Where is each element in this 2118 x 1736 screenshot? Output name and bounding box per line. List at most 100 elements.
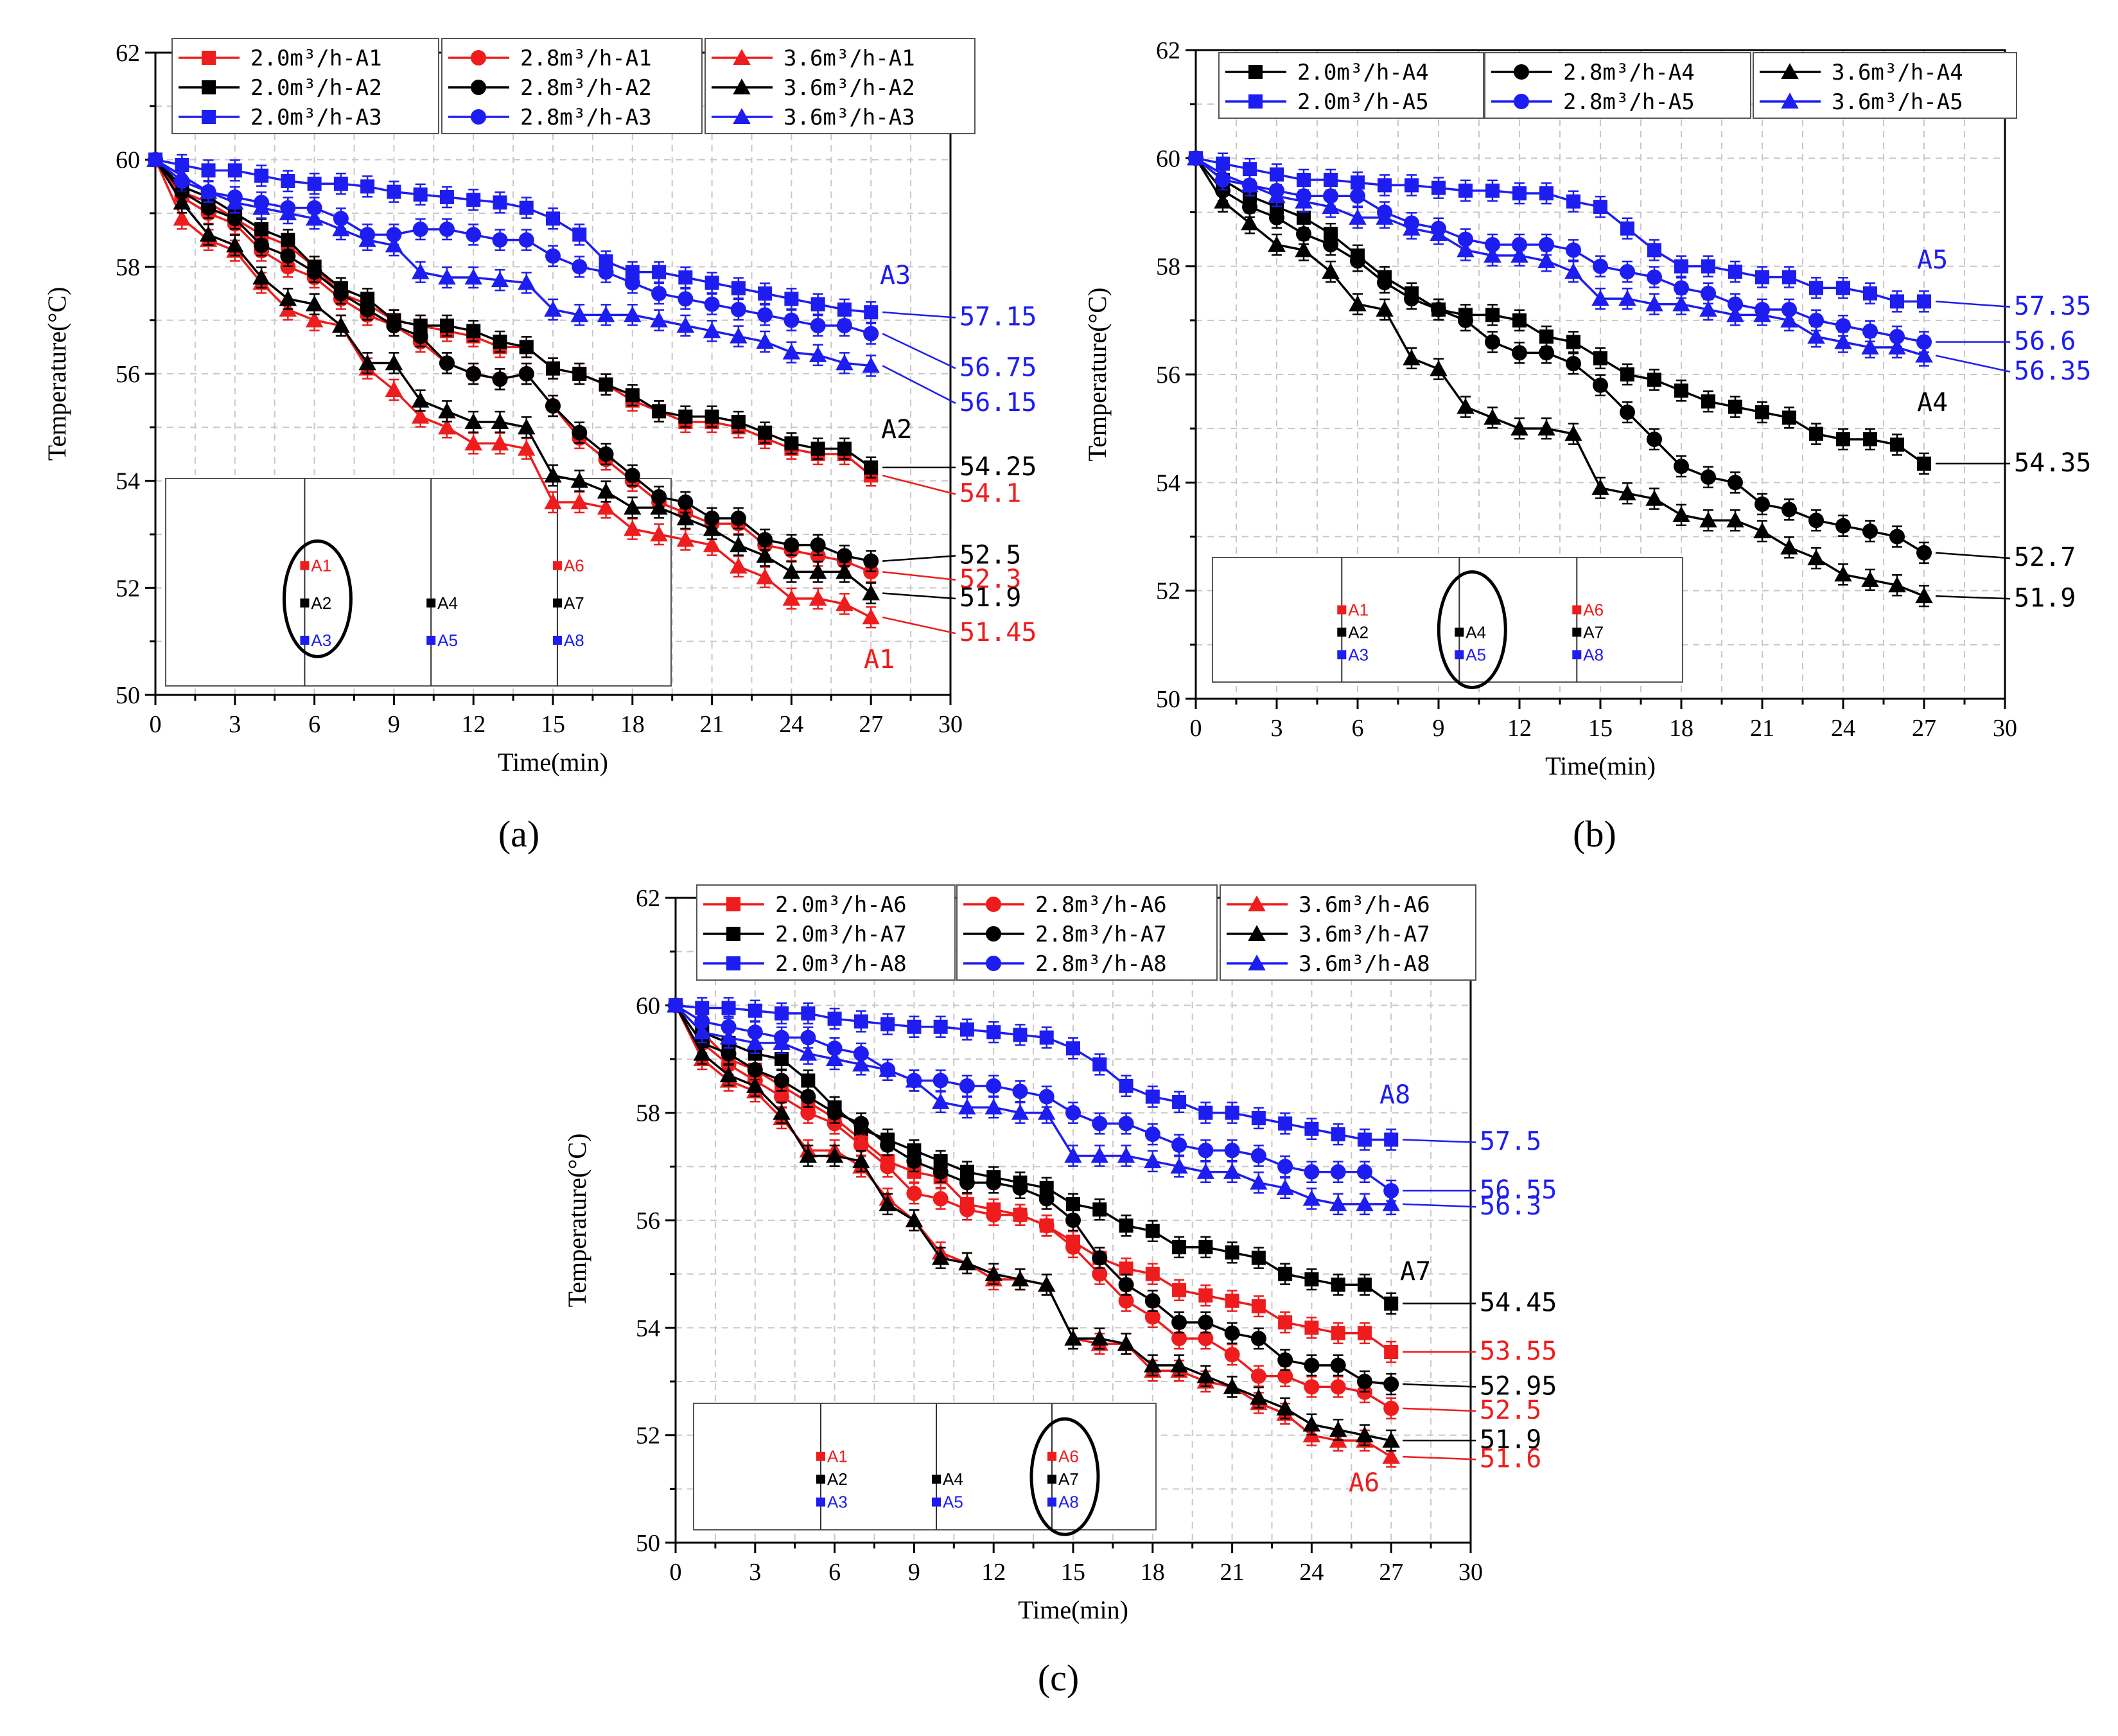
- data-point: [1674, 259, 1688, 274]
- inset-sensor-label: A3: [1348, 645, 1369, 664]
- data-point: [466, 324, 481, 338]
- inset-sensor-marker: [1572, 627, 1582, 637]
- data-point: [439, 190, 454, 204]
- legend-entry-label: 2.0m³/h-A8: [775, 951, 907, 977]
- data-point: [412, 222, 428, 237]
- data-point: [1349, 295, 1367, 311]
- data-point: [1889, 529, 1905, 545]
- data-point: [1278, 1116, 1293, 1131]
- data-point: [598, 264, 614, 280]
- y-tick-label: 50: [1156, 686, 1180, 713]
- data-point: [1728, 265, 1742, 279]
- y-tick-label: 58: [636, 1100, 660, 1127]
- data-point: [676, 530, 695, 547]
- x-tick-label: 24: [1831, 715, 1855, 742]
- data-point: [1780, 311, 1798, 328]
- legend-entry-label: 2.8m³/h-A7: [1035, 922, 1167, 947]
- data-point: [1011, 1270, 1029, 1287]
- end-value-leader: [882, 475, 956, 495]
- data-point: [719, 1066, 738, 1083]
- data-point: [756, 568, 774, 584]
- data-point: [1198, 1143, 1214, 1159]
- data-point: [879, 1195, 897, 1211]
- data-point: [1092, 1057, 1107, 1072]
- legend-marker: [733, 78, 751, 94]
- data-point: [1377, 274, 1392, 290]
- data-point: [1144, 1293, 1160, 1309]
- inset-sensor-label: A2: [1348, 622, 1369, 642]
- data-point: [703, 536, 721, 552]
- y-tick-label: 60: [1156, 145, 1180, 172]
- series-tag-label: A8: [1379, 1080, 1410, 1110]
- data-point: [905, 1211, 923, 1227]
- data-point: [1198, 1331, 1214, 1347]
- data-point: [650, 525, 668, 541]
- data-point: [1250, 1389, 1268, 1405]
- data-point: [906, 1153, 922, 1169]
- end-value-label: 52.3: [959, 565, 1021, 594]
- end-value-leader: [1935, 595, 2011, 600]
- y-tick-label: 54: [1156, 469, 1180, 496]
- data-point: [705, 276, 719, 290]
- data-point: [1250, 1331, 1266, 1347]
- data-point: [1888, 338, 1906, 355]
- data-point: [1092, 1266, 1108, 1282]
- data-point: [307, 177, 322, 191]
- data-point: [1119, 1078, 1133, 1093]
- end-value-leader: [1403, 1203, 1476, 1208]
- data-point: [1647, 269, 1662, 285]
- data-point: [1297, 173, 1311, 187]
- data-point: [493, 195, 507, 210]
- data-point: [758, 286, 773, 301]
- legend-marker: [471, 109, 486, 125]
- data-point: [958, 1098, 976, 1115]
- legend-entry-label: 2.0m³/h-A5: [1297, 89, 1429, 115]
- data-point: [200, 200, 216, 216]
- legend-box: 2.0m³/h-A6 2.0m³/h-A7 2.0m³/h-A8: [696, 884, 956, 981]
- data-point: [1674, 383, 1688, 398]
- data-point: [517, 274, 536, 290]
- data-point: [1382, 1195, 1400, 1211]
- data-point: [1701, 394, 1715, 409]
- data-point: [809, 346, 827, 362]
- data-point: [1915, 346, 1933, 363]
- data-point: [1591, 290, 1609, 306]
- data-point: [986, 1078, 1002, 1094]
- data-point: [880, 1017, 895, 1031]
- data-point: [518, 232, 534, 248]
- data-point: [1117, 1335, 1135, 1351]
- series-2.0m³/h-A8: [669, 997, 1399, 1151]
- inset-sensor-layout: A1 A2 A3 A4 A5 A6 A7 A8: [693, 1403, 1157, 1536]
- legend-marker: [202, 80, 216, 94]
- data-point: [173, 166, 191, 183]
- data-point: [252, 268, 270, 285]
- data-point: [1537, 419, 1555, 436]
- data-point: [809, 563, 827, 579]
- data-point: [519, 340, 534, 355]
- y-tick-label: 50: [116, 682, 140, 709]
- data-point: [570, 471, 589, 488]
- data-point: [254, 238, 270, 253]
- data-point: [827, 1105, 843, 1121]
- inset-sensor-label: A4: [437, 593, 458, 613]
- legend-entry-label: 2.0m³/h-A1: [250, 46, 382, 71]
- data-point: [880, 1159, 896, 1175]
- series-2.0m³/h-A2: [148, 152, 879, 479]
- data-point: [1835, 318, 1851, 334]
- inset-sensor-label: A8: [564, 631, 584, 650]
- data-point: [227, 211, 243, 227]
- data-point: [226, 236, 244, 252]
- data-point: [491, 413, 509, 429]
- inset-sensor-label: A5: [943, 1493, 963, 1512]
- data-point: [853, 1137, 869, 1153]
- legend-box: 3.6m³/h-A1 3.6m³/h-A2 3.6m³/h-A3: [705, 38, 976, 134]
- data-point: [1304, 1379, 1320, 1395]
- data-point: [1322, 263, 1340, 279]
- legend-marker: [471, 80, 486, 95]
- data-point: [1539, 329, 1553, 344]
- end-value-label: 54.25: [959, 452, 1037, 482]
- data-point: [932, 1164, 949, 1180]
- x-axis-title: Time(min): [1018, 1595, 1128, 1624]
- data-point: [1243, 162, 1257, 177]
- data-point: [1357, 1132, 1372, 1147]
